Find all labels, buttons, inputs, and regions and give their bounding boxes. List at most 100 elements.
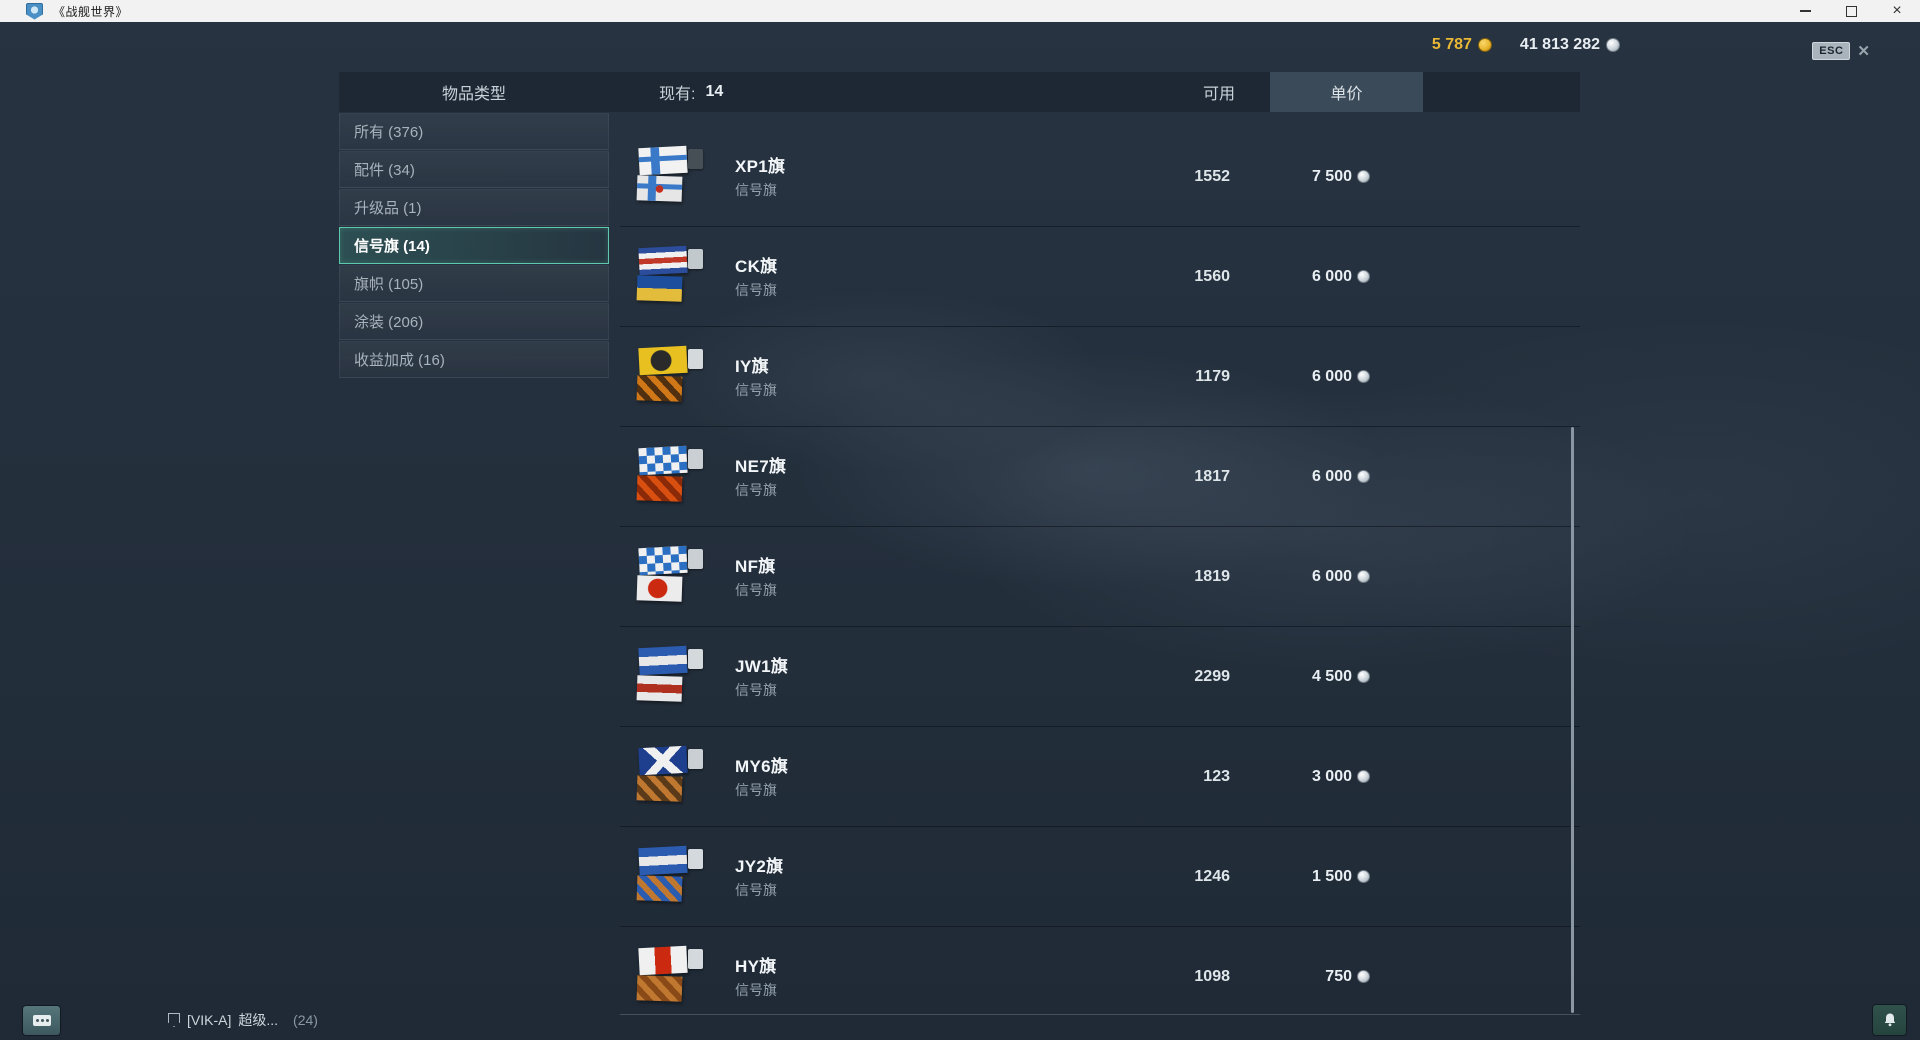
wows-shield-icon: [26, 2, 43, 20]
signal-flag-icon: [636, 645, 707, 709]
sidebar-item-2[interactable]: 升级品 (1): [339, 189, 609, 226]
item-row-6[interactable]: MY6旗 信号旗 123 3 000: [620, 727, 1580, 827]
item-row-7[interactable]: JY2旗 信号旗 1246 1 500: [620, 827, 1580, 927]
currency-bar: 5 787 41 813 282: [1432, 36, 1620, 54]
credits-coin-icon: [1606, 38, 1620, 52]
item-subtitle: 信号旗: [735, 281, 777, 298]
item-subtitle: 信号旗: [735, 381, 777, 398]
item-subtitle: 信号旗: [735, 581, 777, 598]
column-in-stock: 现有: 14: [659, 83, 724, 103]
credits-coin-icon: [1357, 770, 1370, 783]
triangle-badge: [688, 649, 703, 669]
item-subtitle: 信号旗: [735, 481, 777, 498]
ribbon-badge: [688, 949, 703, 969]
credits-coin-icon: [1357, 670, 1370, 683]
sidebar-item-3[interactable]: 信号旗 (14): [339, 227, 609, 264]
signal-flag-icon: [636, 145, 707, 209]
clan-tag: [VIK-A]: [187, 1012, 232, 1028]
item-subtitle: 信号旗: [735, 881, 777, 898]
column-available-sort[interactable]: 可用: [1202, 86, 1235, 103]
clan-shield-icon: [168, 1013, 180, 1027]
list-scrollbar[interactable]: [1571, 427, 1574, 1013]
item-subtitle: 信号旗: [735, 781, 777, 798]
clan-player-entry[interactable]: [VIK-A] 超级... (24): [168, 1010, 318, 1030]
item-name: XP1旗: [735, 156, 786, 176]
esc-close-control[interactable]: ESC ✕: [1812, 42, 1870, 60]
item-quantity: 1098: [1194, 967, 1230, 985]
item-row-0[interactable]: XP1旗信号旗 1552 7 500: [620, 127, 1580, 227]
signal-flag-icon: [636, 245, 707, 309]
credits-currency[interactable]: 41 813 282: [1520, 36, 1620, 54]
item-price: 6 000: [1250, 568, 1370, 586]
minimize-button[interactable]: [1782, 0, 1828, 22]
bottom-status-bar: [VIK-A] 超级... (24): [0, 1005, 1920, 1040]
credits-coin-icon: [1357, 970, 1370, 983]
item-row-1[interactable]: CK旗 信号旗 1560 6 000: [620, 227, 1580, 327]
esc-keycap[interactable]: ESC: [1812, 42, 1851, 60]
sidebar-item-4[interactable]: 旗帜 (105): [339, 265, 609, 302]
player-name: 超级...: [238, 1012, 279, 1028]
sidebar-item-1[interactable]: 配件 (34): [339, 151, 609, 188]
gold-amount: 5 787: [1431, 36, 1472, 53]
item-price: 4 500: [1250, 668, 1370, 686]
bell-icon: [1884, 1013, 1895, 1027]
ship-badge: [688, 249, 703, 269]
item-price-value: 6 000: [1311, 467, 1352, 485]
chat-button[interactable]: [23, 1006, 60, 1035]
sidebar-item-0[interactable]: 所有 (376): [339, 113, 609, 150]
sidebar-item-5[interactable]: 涂装 (206): [339, 303, 609, 340]
item-price-value: 4 500: [1311, 667, 1352, 685]
item-subtitle: 信号旗: [735, 181, 777, 198]
item-name: CK旗: [735, 256, 778, 276]
item-quantity: 1817: [1194, 467, 1230, 485]
close-icon: ×: [1892, 2, 1902, 19]
item-name: NE7旗: [735, 456, 787, 476]
item-subtitle: 信号旗: [735, 981, 777, 998]
item-price-value: 6 000: [1311, 567, 1352, 585]
item-row-8[interactable]: HY旗 信号旗 1098 750: [620, 927, 1580, 1014]
inventory-item-list: XP1旗 信号旗 1552 7 500 CK旗 信号旗 1560 6 000 IY旗 信号旗 117…: [620, 112, 1580, 1015]
sidebar-item-label: 信号旗 (14): [354, 238, 430, 255]
credits-coin-icon: [1357, 470, 1370, 483]
item-row-3[interactable]: NE7旗信号旗 1817 6 000: [620, 427, 1580, 527]
sidebar-item-label: 配件 (34): [354, 162, 415, 179]
credits-coin-icon: [1357, 870, 1370, 883]
credits-coin-icon: [1357, 270, 1370, 283]
sidebar-item-6[interactable]: 收益加成 (16): [339, 341, 609, 378]
close-button[interactable]: ×: [1874, 0, 1920, 22]
item-price: 3 000: [1250, 768, 1370, 786]
item-quantity: 1560: [1194, 267, 1230, 285]
item-row-4[interactable]: NF旗 信号旗 1819 6 000: [620, 527, 1580, 627]
propeller-badge: [688, 449, 703, 469]
item-price-value: 750: [1325, 967, 1352, 985]
item-price: 7 500: [1250, 168, 1370, 186]
gold-currency[interactable]: 5 787: [1432, 36, 1492, 54]
item-row-5[interactable]: JW1旗 信号旗 2299 4 500: [620, 627, 1580, 727]
globe-badge: [688, 749, 703, 769]
item-price: 750: [1250, 968, 1370, 986]
item-quantity: 1552: [1194, 167, 1230, 185]
item-name: JW1旗: [735, 656, 789, 676]
gold-coin-icon: [1477, 38, 1492, 52]
notifications-button[interactable]: [1873, 1005, 1906, 1035]
wrench-badge: [688, 849, 703, 869]
column-item-type: 物品类型: [441, 86, 506, 103]
item-quantity: 123: [1203, 767, 1230, 785]
esc-close-icon[interactable]: ✕: [1857, 42, 1870, 60]
credits-coin-icon: [1357, 170, 1370, 183]
camo-badge: [688, 149, 703, 169]
restore-button[interactable]: [1828, 0, 1874, 22]
sidebar-item-label: 旗帜 (105): [354, 276, 424, 293]
credits-coin-icon: [1357, 370, 1370, 383]
signal-flag-icon: [636, 745, 707, 809]
item-price-value: 1 500: [1311, 867, 1352, 885]
item-row-2[interactable]: IY旗 信号旗 1179 6 000: [620, 327, 1580, 427]
column-price-sort-active[interactable]: 单价: [1270, 72, 1423, 112]
window-title: 《战舰世界》: [53, 4, 129, 19]
item-price-value: 3 000: [1311, 767, 1352, 785]
in-stock-count: 14: [705, 83, 724, 100]
minimize-icon: [1799, 10, 1811, 12]
torpedo-badge: [688, 549, 703, 569]
item-name: NF旗: [735, 556, 776, 576]
item-subtitle: 信号旗: [735, 681, 777, 698]
